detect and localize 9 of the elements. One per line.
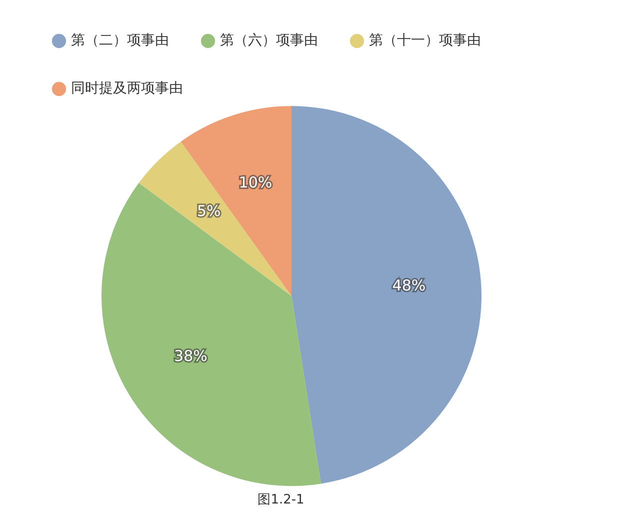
legend-label: 第（二）项事由 <box>71 32 169 49</box>
data-label: 10% <box>238 174 272 192</box>
data-label: 38% <box>174 346 208 365</box>
caption: 图1.2-1 <box>258 492 304 508</box>
legend-label: 同时提及两项事由 <box>71 80 183 97</box>
legend-label: 第（十一）项事由 <box>369 32 481 49</box>
legend-label: 第（六）项事由 <box>220 32 318 49</box>
data-label: 48% <box>392 276 426 295</box>
data-label: 5% <box>196 202 221 220</box>
